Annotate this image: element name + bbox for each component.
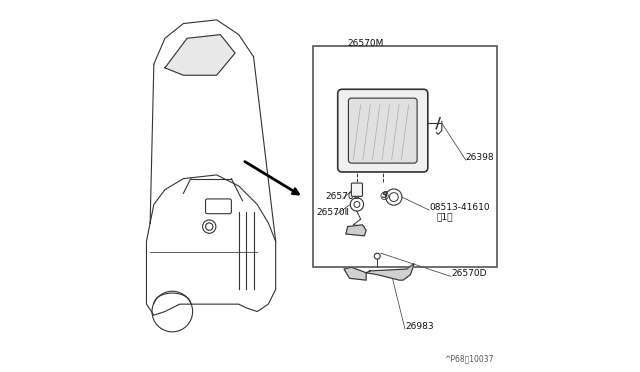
FancyBboxPatch shape — [348, 98, 417, 163]
Text: 26570Ⅱ: 26570Ⅱ — [316, 208, 349, 217]
Bar — [312, 46, 497, 267]
Text: S: S — [381, 192, 388, 201]
FancyBboxPatch shape — [351, 183, 362, 196]
Text: 26398: 26398 — [466, 153, 495, 162]
Polygon shape — [346, 225, 366, 236]
Text: 26570M: 26570M — [348, 39, 383, 48]
Text: 26570D: 26570D — [451, 269, 486, 279]
Polygon shape — [344, 267, 366, 280]
Text: 26570B: 26570B — [325, 192, 360, 201]
Text: 08513-41610: 08513-41610 — [429, 203, 490, 212]
Text: ^P68　10037: ^P68 10037 — [444, 354, 493, 363]
Polygon shape — [165, 35, 235, 75]
Text: 26983: 26983 — [405, 322, 433, 331]
Text: （1）: （1） — [436, 212, 453, 221]
Polygon shape — [366, 263, 414, 280]
FancyBboxPatch shape — [338, 89, 428, 172]
